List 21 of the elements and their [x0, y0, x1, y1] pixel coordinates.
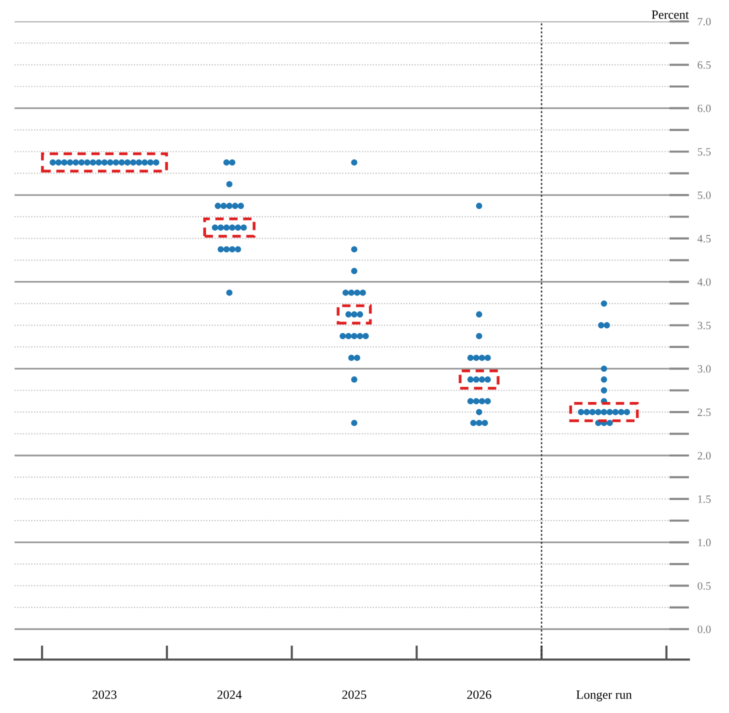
y-tick-label: 1.0	[698, 538, 711, 546]
y-tick-label: 5.0	[698, 192, 711, 200]
y-tick-label: 5.5	[698, 148, 711, 156]
y-tick-label: 4.0	[697, 278, 711, 286]
y-axis-title: Percent	[652, 10, 689, 19]
y-tick-label: 0.0	[698, 626, 711, 634]
y-tick-label: 2.0	[698, 452, 711, 460]
x-tick-label: 2023	[92, 690, 116, 699]
y-tick-label: 1.5	[698, 495, 711, 503]
y-tick-label: 0.5	[698, 582, 711, 590]
x-tick-label: 2026	[467, 690, 492, 699]
y-tick-label: 2.5	[698, 408, 711, 416]
y-tick-label: 4.5	[697, 234, 711, 242]
y-tick-label: 6.5	[698, 61, 711, 69]
y-tick-label: 3.5	[698, 322, 711, 330]
y-tick-label: 7.0	[698, 18, 711, 26]
y-tick-label: 6.0	[698, 104, 711, 112]
x-tick-label: 2025	[342, 690, 366, 699]
x-tick-label: Longer run	[576, 690, 632, 702]
x-tick-label: 2024	[217, 690, 242, 699]
y-tick-label: 3.0	[698, 365, 711, 373]
